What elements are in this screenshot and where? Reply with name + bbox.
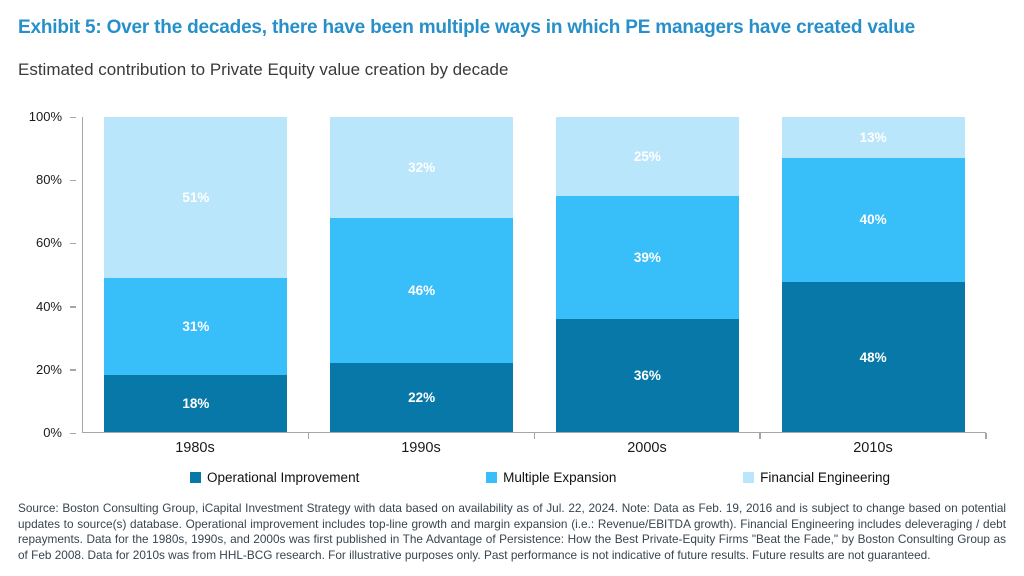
y-tick-label: 80% [35, 172, 62, 188]
bar-segment-multiple-expansion-2010s: 40% [781, 157, 965, 283]
segment-value-label: 48% [859, 349, 887, 365]
bar-segment-multiple-expansion-1990s: 46% [330, 217, 514, 363]
exhibit-title: Exhibit 5: Over the decades, there have … [18, 17, 915, 38]
bar-segment-operational-improvement-1980s: 18% [104, 375, 288, 432]
chart-legend: Operational Improvement Multiple Expansio… [190, 470, 890, 485]
legend-swatch-icon [743, 472, 755, 483]
segment-value-label: 25% [633, 148, 661, 164]
x-axis-label-1990s: 1990s [401, 440, 441, 456]
segment-value-label: 46% [408, 282, 436, 298]
x-axis-label-2000s: 2000s [627, 440, 667, 456]
x-axis-tick [307, 433, 310, 439]
x-axis-tick [759, 433, 761, 439]
segment-value-label: 39% [633, 249, 661, 265]
bar-segment-operational-improvement-2010s: 48% [781, 282, 965, 432]
x-axis-label-2010s: 2010s [853, 440, 893, 456]
y-tick-label: 40% [35, 298, 62, 314]
y-tick-mark [70, 242, 76, 245]
segment-value-label: 32% [408, 159, 436, 175]
y-tick-label: 20% [35, 361, 62, 377]
y-tick-mark [70, 306, 76, 308]
legend-label: Multiple Expansion [503, 470, 617, 485]
y-tick-mark [70, 179, 76, 182]
legend-label: Operational Improvement [207, 470, 360, 485]
y-tick-mark [70, 432, 76, 434]
bar-segment-financial-engineering-1990s: 32% [330, 117, 514, 218]
segment-value-label: 40% [859, 212, 887, 228]
source-note: Source: Boston Consulting Group, iCapita… [18, 501, 1006, 563]
segment-value-label: 13% [859, 129, 887, 145]
bar-segment-financial-engineering-1980s: 51% [104, 117, 288, 278]
legend-item-multiple-expansion: Multiple Expansion [486, 470, 616, 485]
bar-segment-multiple-expansion-2000s: 39% [555, 195, 739, 319]
bar-column-2000s: 36% 39% 25% [535, 117, 761, 432]
x-axis-labels: 1980s 1990s 2000s 2010s [82, 440, 986, 456]
bar-column-1980s: 18% 31% 51% [83, 117, 309, 432]
y-tick-label: 100% [28, 109, 62, 124]
bar-column-2010s: 48% 40% 13% [760, 117, 986, 432]
segment-value-label: 22% [408, 389, 436, 405]
legend-item-operational-improvement: Operational Improvement [190, 470, 359, 485]
y-tick-mark [70, 116, 76, 118]
segment-value-label: 18% [182, 396, 210, 412]
bar-segment-multiple-expansion-1980s: 31% [104, 277, 288, 376]
y-tick-label: 60% [35, 235, 62, 251]
legend-swatch-icon [486, 472, 498, 483]
legend-swatch-icon [190, 472, 201, 483]
bar-segment-financial-engineering-2010s: 13% [781, 117, 965, 158]
chart-subtitle: Estimated contribution to Private Equity… [18, 60, 509, 79]
segment-value-label: 31% [182, 318, 210, 334]
plot-area: 18% 31% 51% 22% 46% 32% 36% 39% 25% 48% 40% 13% [82, 117, 987, 439]
legend-item-financial-engineering: Financial Engineering [743, 470, 890, 485]
legend-label: Financial Engineering [760, 470, 890, 485]
segment-value-label: 36% [633, 367, 661, 383]
x-axis-label-1980s: 1980s [175, 440, 215, 456]
x-axis-tick [985, 433, 987, 439]
y-tick-mark [70, 369, 76, 371]
bar-segment-operational-improvement-2000s: 36% [555, 318, 739, 432]
bar-segment-financial-engineering-2000s: 25% [555, 117, 739, 196]
bar-column-1990s: 22% 46% 32% [309, 117, 535, 432]
y-axis: 0% 20% 40% 60% 80% 100% [0, 109, 76, 440]
segment-value-label: 51% [182, 189, 210, 205]
x-axis-tick [533, 433, 535, 439]
y-tick-label: 0% [43, 425, 62, 440]
bar-segment-operational-improvement-1990s: 22% [330, 362, 514, 432]
